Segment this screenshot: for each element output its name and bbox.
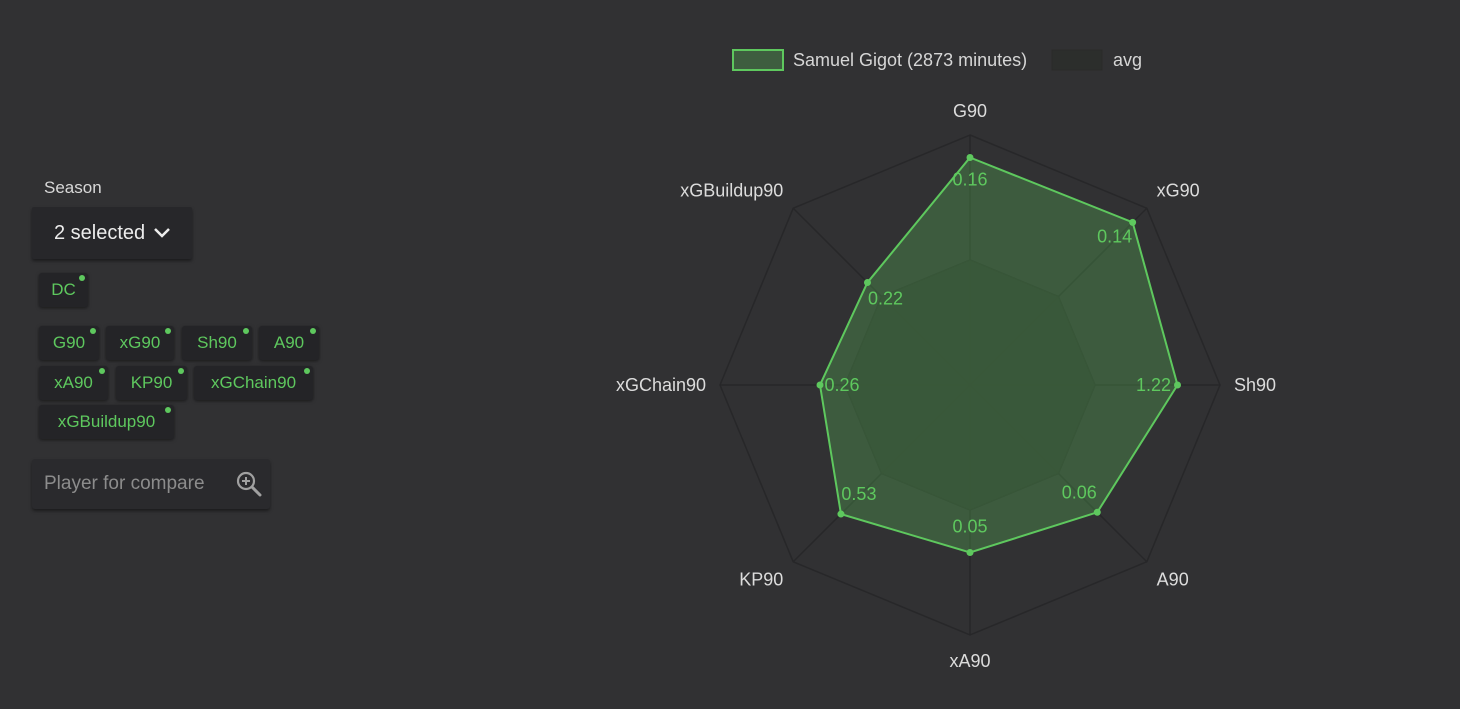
- axis-label: xG90: [1157, 180, 1200, 200]
- chip-label: Sh90: [197, 333, 237, 352]
- selected-dot-icon: [243, 328, 249, 334]
- legend-swatch-player: [732, 49, 784, 71]
- axis-label: KP90: [739, 570, 783, 590]
- axis-label: xA90: [949, 651, 990, 671]
- data-label: 0.16: [952, 170, 987, 190]
- data-point: [1093, 508, 1101, 516]
- legend-label: avg: [1113, 50, 1142, 70]
- selected-dot-icon: [90, 328, 96, 334]
- data-label: 0.06: [1062, 482, 1097, 502]
- chip-label: DC: [51, 280, 76, 299]
- chip-label: A90: [273, 333, 305, 352]
- data-label: 0.26: [824, 375, 859, 395]
- chip-label: xGChain90: [210, 373, 297, 392]
- chip-metric-g90[interactable]: G90: [39, 326, 99, 360]
- axis-label: xGChain90: [616, 375, 706, 395]
- season-select-value: 2 selected: [54, 221, 146, 244]
- legend-swatch-avg: [1051, 49, 1103, 71]
- series-avg-area: [844, 259, 1096, 511]
- chip-label: G90: [52, 333, 86, 352]
- season-label: Season: [44, 178, 102, 197]
- axis-label: Sh90: [1234, 375, 1276, 395]
- chip-metric-a90[interactable]: A90: [259, 326, 319, 360]
- selected-dot-icon: [99, 368, 105, 374]
- data-label: 0.22: [868, 288, 903, 308]
- chip-metric-xgchain90[interactable]: xGChain90: [194, 366, 313, 400]
- chip-label: xA90: [54, 373, 93, 392]
- chip-metric-sh90[interactable]: Sh90: [182, 326, 252, 360]
- chip-label: KP90: [130, 373, 173, 392]
- data-label: 0.53: [841, 484, 876, 504]
- data-point: [863, 278, 871, 286]
- data-point: [966, 154, 974, 161]
- selected-dot-icon: [79, 275, 85, 281]
- selected-dot-icon: [178, 368, 184, 374]
- selected-dot-icon: [310, 328, 316, 334]
- data-point: [816, 381, 824, 389]
- data-point: [1174, 381, 1181, 389]
- selected-dot-icon: [304, 368, 310, 374]
- compare-player-input[interactable]: [32, 459, 228, 509]
- data-label: 0.14: [1097, 226, 1132, 246]
- axis-label: A90: [1157, 570, 1189, 590]
- data-label: 0.05: [952, 517, 987, 537]
- selected-dot-icon: [165, 407, 171, 413]
- chip-label: xGBuildup90: [57, 412, 156, 431]
- chip-metric-xg90[interactable]: xG90: [106, 326, 174, 360]
- chip-label: xG90: [119, 333, 161, 352]
- data-point: [1129, 218, 1137, 226]
- chip-metric-xa90[interactable]: xA90: [39, 366, 108, 400]
- compare-search: [32, 459, 270, 509]
- chevron-down-icon: [153, 227, 171, 239]
- legend-label: Samuel Gigot (2873 minutes): [793, 50, 1027, 70]
- data-point: [837, 510, 845, 518]
- selected-dot-icon: [165, 328, 171, 334]
- zoom-in-icon[interactable]: [235, 470, 263, 498]
- axis-label: xGBuildup90: [680, 180, 783, 200]
- data-point: [966, 549, 974, 556]
- season-select[interactable]: 2 selected: [32, 207, 192, 259]
- axis-label: G90: [953, 101, 987, 121]
- data-label: 1.22: [1136, 375, 1171, 395]
- chip-metric-kp90[interactable]: KP90: [116, 366, 187, 400]
- chip-position-dc[interactable]: DC: [39, 273, 88, 307]
- chip-metric-xgbuildup90[interactable]: xGBuildup90: [39, 405, 174, 439]
